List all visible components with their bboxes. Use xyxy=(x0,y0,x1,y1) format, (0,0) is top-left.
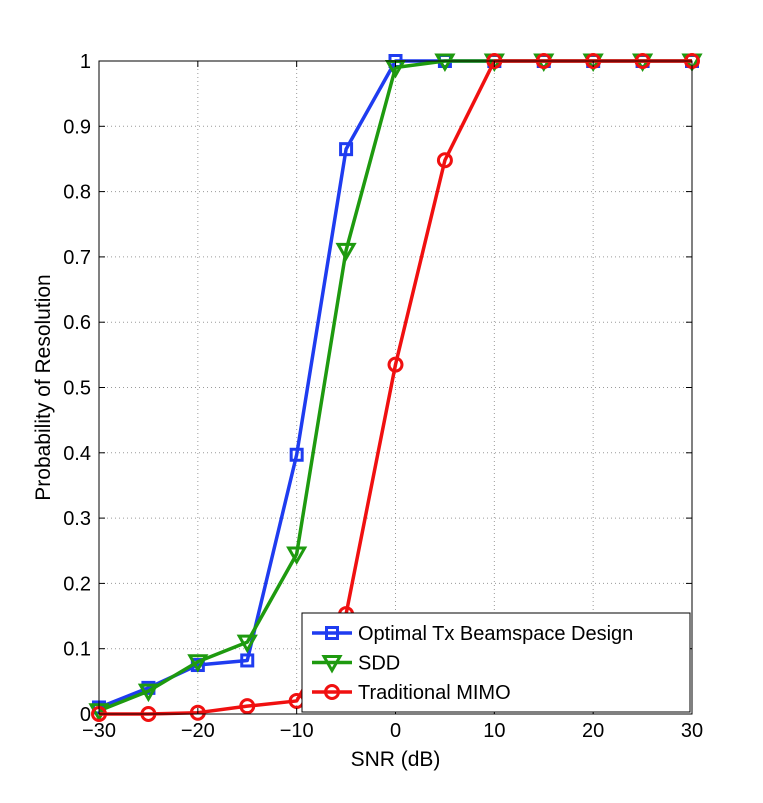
data-point xyxy=(335,242,357,262)
y-tick-label: 0.5 xyxy=(63,378,91,400)
legend: Optimal Tx Beamspace Design SDD Traditiona… xyxy=(301,612,691,713)
data-point xyxy=(286,546,308,566)
data-point xyxy=(434,53,456,73)
data-point xyxy=(137,683,160,703)
x-tick-label: −30 xyxy=(82,720,116,742)
legend-marker xyxy=(321,655,343,674)
data-point xyxy=(289,447,304,462)
legend-marker xyxy=(325,626,339,640)
y-axis-label: Probability of Resolution xyxy=(32,274,55,500)
y-tick-label: 0.3 xyxy=(63,508,91,530)
legend-label: Traditional MIMO xyxy=(358,682,511,704)
legend-box xyxy=(301,612,691,713)
x-axis-label: SNR (dB) xyxy=(351,748,441,771)
x-tick-label: 0 xyxy=(390,720,401,742)
y-tick-label: 0.1 xyxy=(63,639,91,661)
data-point xyxy=(187,654,209,673)
data-point xyxy=(436,152,453,169)
legend-item: SDD xyxy=(312,653,400,675)
y-tick-label: 1 xyxy=(80,51,91,73)
y-tick-label: 0 xyxy=(80,704,91,726)
data-point xyxy=(240,653,255,668)
data-point xyxy=(387,356,404,373)
data-point xyxy=(189,704,206,721)
y-tick-label: 0.7 xyxy=(63,247,91,269)
y-tick-label: 0.2 xyxy=(63,573,91,595)
x-tick-label: −20 xyxy=(181,720,215,742)
legend-item: Optimal Tx Beamspace Design xyxy=(312,623,633,645)
y-tick-label: 0.9 xyxy=(63,116,91,138)
legend-label: SDD xyxy=(358,653,400,675)
data-point xyxy=(239,698,256,715)
y-tick-label: 0.8 xyxy=(63,182,91,204)
legend-item: Traditional MIMO xyxy=(312,682,511,704)
legend-label: Optimal Tx Beamspace Design xyxy=(358,623,633,645)
data-point xyxy=(236,634,258,654)
x-tick-label: −10 xyxy=(280,720,314,742)
y-tick-label: 0.4 xyxy=(63,443,91,465)
y-tick-label: 0.6 xyxy=(63,312,91,334)
ticks: −30 −20 −10 0 10 20 30 0 0.1 0.2 0.3 0.4 0.5 0.6 0.7 0.… xyxy=(63,51,703,742)
data-point xyxy=(339,142,354,157)
x-tick-label: 20 xyxy=(582,720,604,742)
x-tick-label: 10 xyxy=(483,720,505,742)
x-tick-label: 30 xyxy=(681,720,703,742)
legend-marker xyxy=(324,684,340,700)
